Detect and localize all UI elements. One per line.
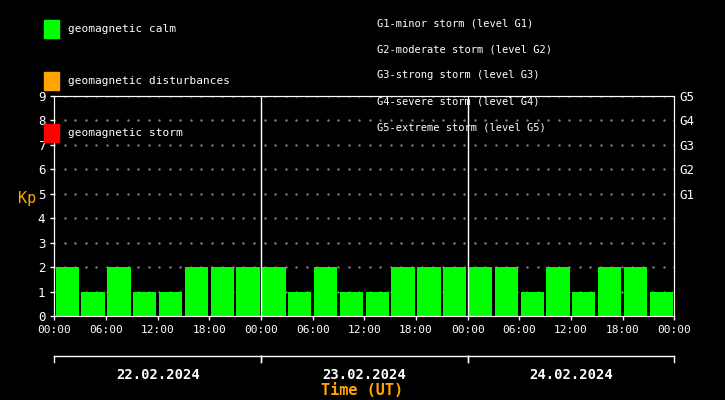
Bar (185, 267, 208, 316)
Bar (262, 267, 286, 316)
Bar (81, 292, 104, 316)
Text: geomagnetic calm: geomagnetic calm (68, 24, 176, 34)
Text: geomagnetic storm: geomagnetic storm (68, 128, 183, 138)
Bar (521, 292, 544, 316)
Bar (288, 292, 311, 316)
Text: 24.02.2024: 24.02.2024 (529, 368, 613, 382)
Bar (572, 292, 595, 316)
Bar (650, 292, 673, 316)
Bar (547, 267, 570, 316)
Text: Time (UT): Time (UT) (321, 383, 404, 398)
Bar (340, 292, 363, 316)
Bar (314, 267, 337, 316)
Text: 23.02.2024: 23.02.2024 (323, 368, 406, 382)
Text: geomagnetic disturbances: geomagnetic disturbances (68, 76, 230, 86)
Bar (211, 267, 234, 316)
Bar (107, 267, 130, 316)
Text: G4-severe storm (level G4): G4-severe storm (level G4) (377, 96, 539, 106)
Bar (469, 267, 492, 316)
Text: G2-moderate storm (level G2): G2-moderate storm (level G2) (377, 44, 552, 54)
Text: G1-minor storm (level G1): G1-minor storm (level G1) (377, 18, 534, 28)
Bar (443, 267, 466, 316)
Bar (624, 267, 647, 316)
Bar (598, 267, 621, 316)
Y-axis label: Kp: Kp (17, 191, 36, 206)
Bar (494, 267, 518, 316)
Bar (392, 267, 415, 316)
Bar (56, 267, 79, 316)
Bar (133, 292, 157, 316)
Text: G5-extreme storm (level G5): G5-extreme storm (level G5) (377, 122, 546, 132)
Text: G3-strong storm (level G3): G3-strong storm (level G3) (377, 70, 539, 80)
Text: 22.02.2024: 22.02.2024 (116, 368, 199, 382)
Bar (236, 267, 260, 316)
Bar (365, 292, 389, 316)
Bar (418, 267, 441, 316)
Bar (159, 292, 182, 316)
